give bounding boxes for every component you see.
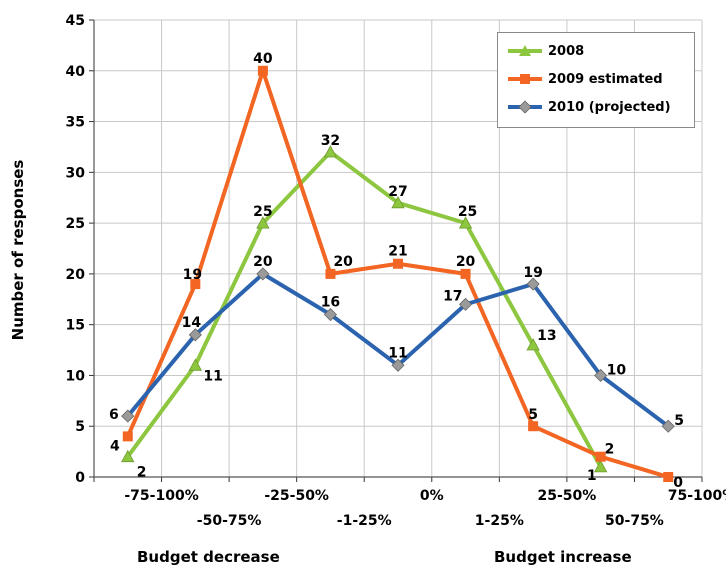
data-label: 1 [587,468,597,484]
x-tick-label: -75-100% [124,488,198,504]
y-tick-label: 25 [66,216,85,232]
x-tick-label: -25-50% [264,488,329,504]
data-label: 32 [321,133,340,149]
data-label: 19 [523,265,542,281]
data-label: 20 [333,254,353,270]
data-label: 20 [456,254,476,270]
x-tick-label: -50-75% [197,513,262,529]
legend-item-2008: 2008 [508,41,584,61]
legend-swatch-2009 [508,74,542,84]
y-tick-label: 45 [66,13,85,29]
marker-square [393,258,403,269]
axes [89,19,703,482]
y-axis-title: Number of responses [6,70,30,430]
group-label-decrease: Budget decrease [137,548,280,566]
marker-diamond [121,409,135,423]
legend-item-2010: 2010 (projected) [508,97,671,117]
data-label: 0 [673,475,683,491]
x-tick-label: 25-50% [537,488,596,504]
group-label-increase: Budget increase [494,548,632,566]
data-label: 25 [253,204,272,220]
marker-diamond [391,358,405,372]
marker-square [663,472,674,482]
marker-triangle [391,195,405,209]
marker-square [460,268,471,279]
y-tick-label: 15 [66,318,85,334]
legend: 2008 2009 estimated 2010 (projected) [497,32,695,128]
y-tick-label: 35 [66,115,85,131]
data-label: 27 [388,184,407,200]
data-label: 25 [458,204,477,220]
legend-swatch-2010 [508,100,542,114]
marker-diamond [458,297,473,311]
data-label: 11 [388,345,407,361]
series-line-0 [126,150,603,468]
data-label: 10 [607,362,627,378]
y-tick-label: 0 [75,470,85,486]
data-label: 4 [110,438,120,454]
y-tick-label: 10 [66,368,86,384]
y-tick-label: 20 [66,267,86,283]
marker-triangle [593,460,608,473]
data-label: 11 [203,368,222,384]
marker-diamond [323,307,338,322]
marker-square [595,451,606,462]
data-label: 6 [109,407,119,423]
y-axis-title-text: Number of responses [9,159,27,341]
marker-diamond [188,328,202,342]
marker-triangle [256,216,270,229]
marker-triangle [526,338,540,351]
series-markers [121,65,675,482]
marker-triangle [323,145,338,158]
y-tick-label: 5 [75,419,85,435]
marker-square [122,431,133,442]
x-tick-label: 0% [420,488,444,504]
legend-label-2010: 2010 (projected) [548,99,671,115]
y-tick-labels: 0 5 10 15 20 25 30 35 40 45 [66,13,86,486]
marker-diamond [594,368,608,383]
marker-triangle [121,449,135,463]
data-label: 14 [182,315,202,331]
data-label: 17 [443,288,462,304]
x-tick-label: 1-25% [475,513,524,529]
data-label: 19 [183,267,202,283]
x-tick-label: 75-100% [668,488,726,504]
data-labels: 2112532272513141940202120520614201611171… [109,51,684,491]
x-tick-label: 50-75% [605,513,664,529]
data-label: 40 [253,51,273,67]
marker-square [528,421,539,432]
marker-diamond [256,267,270,281]
marker-square [325,268,336,279]
data-label: 2 [137,465,147,481]
y-tick-label: 30 [66,165,86,181]
y-tick-label: 40 [66,64,86,80]
marker-square [190,279,201,290]
marker-triangle [188,358,203,371]
x-tick-label: -1-25% [337,513,392,529]
legend-label-2009: 2009 estimated [548,71,663,87]
data-label: 20 [253,254,273,270]
legend-item-2009: 2009 estimated [508,69,663,89]
x-tick-labels: -75-100% -50-75%-25-50% -1-25% 0% 1-25% 25-50… [124,488,726,529]
legend-swatch-2008 [508,45,542,56]
data-label: 21 [388,244,407,260]
data-label: 16 [321,295,340,311]
data-label: 13 [537,328,556,344]
marker-diamond [661,419,675,433]
marker-triangle [458,216,473,229]
marker-diamond [526,277,540,291]
marker-square [257,65,268,76]
data-label: 5 [528,407,538,423]
data-label: 5 [674,413,684,429]
data-label: 2 [605,442,615,458]
legend-label-2008: 2008 [548,43,585,59]
